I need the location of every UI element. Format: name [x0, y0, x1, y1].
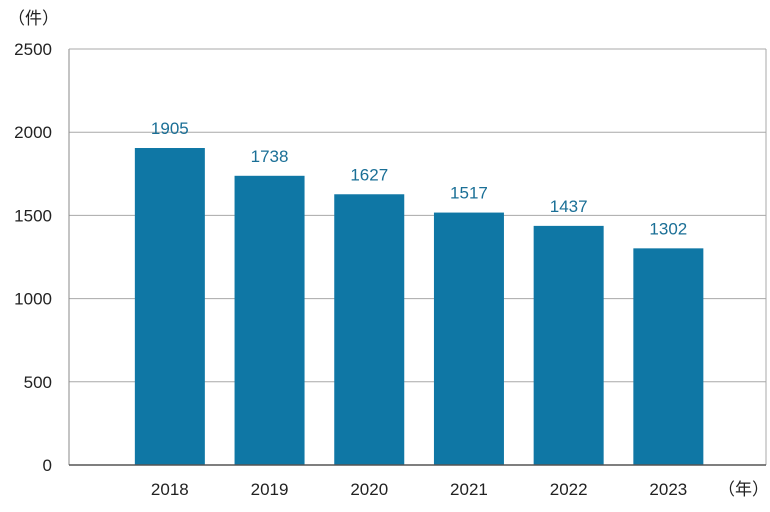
data-label-2023: 1302 [649, 219, 687, 238]
bars [134, 148, 704, 465]
x-tick-label: 2020 [350, 480, 388, 499]
data-label-2020: 1627 [350, 165, 388, 184]
data-labels: 1905 1738 1627 1517 1437 1302 [151, 119, 687, 238]
y-axis-ticks: 0 500 1000 1500 2000 2500 [14, 40, 52, 475]
x-tick-label: 2018 [151, 480, 189, 499]
y-tick-label: 1000 [14, 290, 52, 309]
data-label-2019: 1738 [251, 147, 289, 166]
x-tick-label: 2021 [450, 480, 488, 499]
bar-2019 [234, 175, 305, 465]
x-axis-unit: （年） [718, 480, 769, 500]
y-tick-label: 500 [24, 373, 52, 392]
x-axis-ticks: 2018 2019 2020 2021 2022 2023 [151, 480, 687, 499]
data-label-2018: 1905 [151, 119, 189, 138]
y-tick-label: 0 [43, 456, 52, 475]
bar-2020 [334, 194, 405, 465]
y-tick-label: 2000 [14, 123, 52, 142]
y-tick-label: 1500 [14, 206, 52, 225]
y-axis-unit: （件） [8, 9, 59, 29]
data-label-2022: 1437 [550, 197, 588, 216]
bar-2022 [533, 225, 604, 465]
bar-2021 [433, 212, 504, 465]
x-tick-label: 2022 [550, 480, 588, 499]
bar-2023 [633, 248, 704, 465]
x-tick-label: 2023 [649, 480, 687, 499]
x-tick-label: 2019 [251, 480, 289, 499]
data-label-2021: 1517 [450, 184, 488, 203]
bar-2018 [134, 148, 205, 465]
y-tick-label: 2500 [14, 40, 52, 59]
